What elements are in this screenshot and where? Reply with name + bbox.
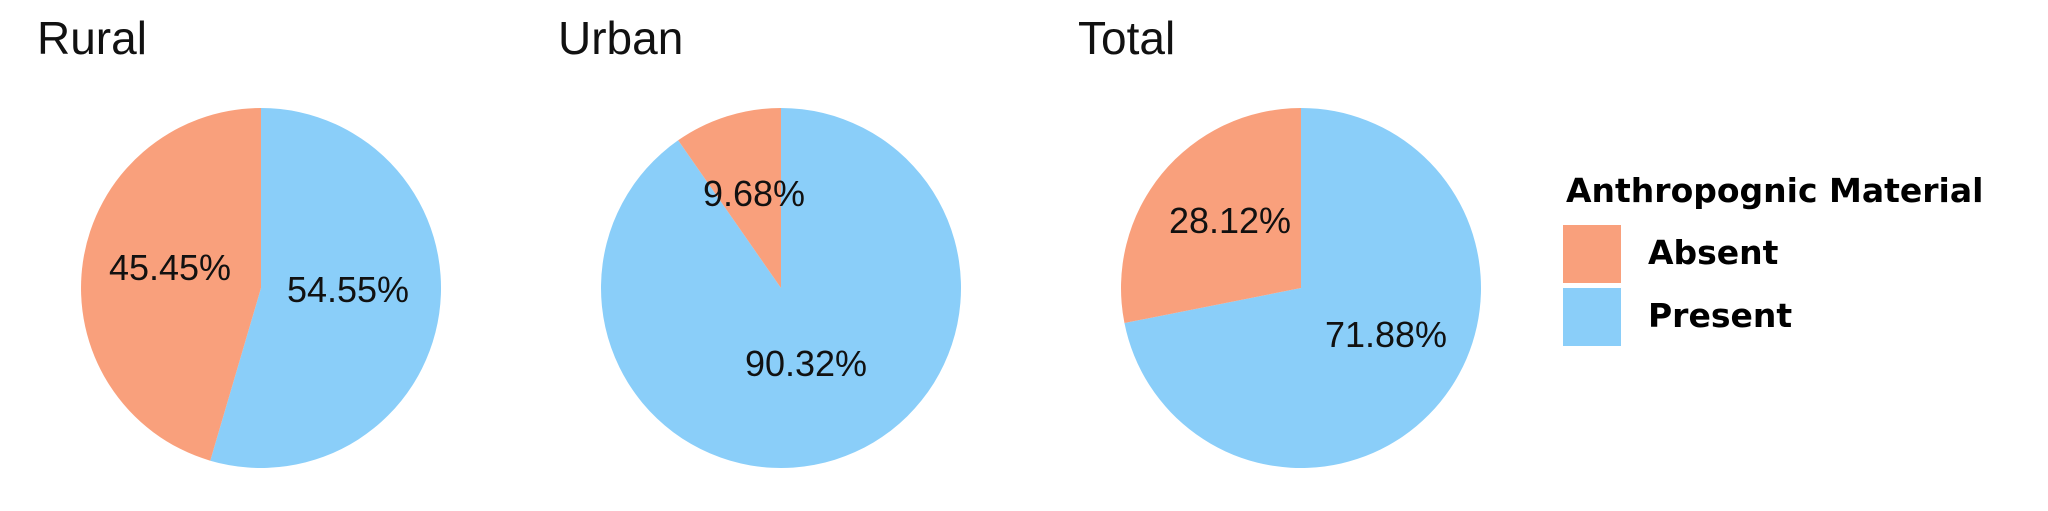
slice-total-present xyxy=(1124,108,1482,469)
legend-title: Anthropognic Material xyxy=(1566,171,1983,210)
slice-label-rural-absent: 45.45% xyxy=(109,247,231,288)
slice-label-urban-absent: 9.68% xyxy=(703,173,805,214)
pie-title-total: Total xyxy=(1078,12,1175,64)
slice-rural-absent xyxy=(81,108,261,461)
pie-title-urban: Urban xyxy=(558,12,683,64)
slice-rural-present xyxy=(210,108,442,469)
slice-total-absent xyxy=(1121,108,1301,324)
pie-total xyxy=(1121,108,1482,469)
pie-charts: Rural 45.45% 54.55% Urban 9.68% 90.32% Total 28… xyxy=(37,12,1482,469)
slice-label-urban-present: 90.32% xyxy=(745,343,867,384)
slice-urban-present xyxy=(601,108,962,468)
legend: Anthropognic Material Absent Present xyxy=(1563,171,1983,346)
legend-swatch-present xyxy=(1563,288,1621,346)
pie-rural xyxy=(81,108,442,469)
slice-label-total-present: 71.88% xyxy=(1325,314,1447,355)
pie-title-rural: Rural xyxy=(37,12,147,64)
slice-label-total-absent: 28.12% xyxy=(1169,200,1291,241)
slice-urban-absent xyxy=(678,108,781,288)
pie-urban xyxy=(601,108,962,468)
legend-label-present: Present xyxy=(1648,296,1792,335)
legend-label-absent: Absent xyxy=(1648,233,1779,272)
legend-swatch-absent xyxy=(1563,225,1621,283)
slice-label-rural-present: 54.55% xyxy=(287,269,409,310)
